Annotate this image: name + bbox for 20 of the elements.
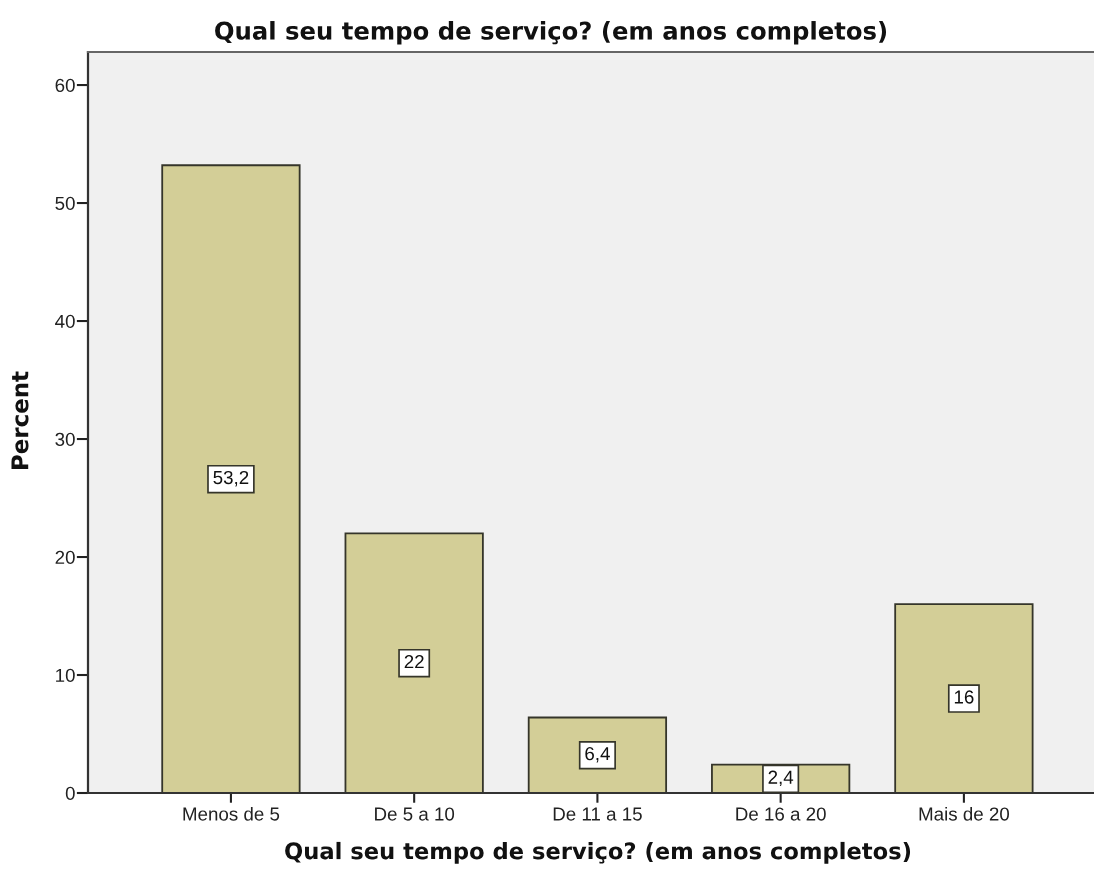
- y-tick-label: 40: [55, 314, 75, 328]
- y-tick-label: 0: [65, 786, 75, 800]
- data-label: 22: [404, 654, 424, 669]
- x-tick-label: De 5 a 10: [375, 807, 455, 821]
- y-tick-label: 50: [55, 196, 75, 211]
- x-tick-label: Menos de 5: [183, 806, 280, 821]
- y-tick-label: 20: [55, 550, 75, 564]
- y-axis-title: Percent: [11, 371, 29, 469]
- data-label: 53,2: [213, 470, 249, 487]
- chart-title: Qual seu tempo de serviço? (em anos completos): [215, 21, 887, 45]
- data-label: 2,4: [768, 770, 794, 787]
- y-tick-label: 10: [56, 668, 75, 682]
- x-tick-label: De 16 a 20: [736, 807, 826, 821]
- data-label: 16: [954, 690, 974, 704]
- x-axis-title: Qual seu tempo de serviço? (em anos completos): [285, 841, 911, 864]
- y-tick-label: 60: [55, 78, 75, 93]
- data-label: 6,4: [585, 747, 610, 763]
- y-tick-label: 30: [55, 432, 75, 446]
- x-tick-label: De 11 a 15: [553, 807, 642, 821]
- x-tick-label: Mais de 20: [919, 806, 1010, 821]
